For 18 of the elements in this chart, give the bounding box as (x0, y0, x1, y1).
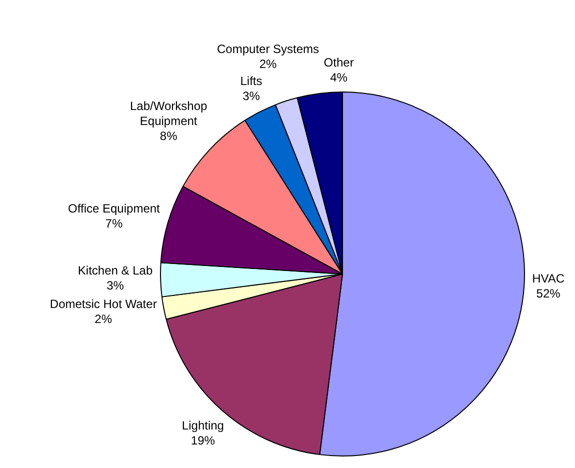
slice-label: HVAC (532, 272, 565, 286)
data-label: 8% (160, 129, 178, 143)
slice-label: Kitchen & Lab (78, 263, 153, 278)
data-label: 52% (536, 286, 561, 301)
slice-label: Lifts (240, 74, 262, 88)
slice-label: Office Equipment (68, 202, 161, 216)
slice-label: Other (324, 55, 354, 70)
data-label: 7% (105, 216, 123, 231)
data-label: 3% (242, 89, 260, 104)
slice-label: Computer Systems (217, 42, 320, 56)
slice-label: Lab/Workshop Equipment (130, 99, 208, 128)
data-label: 4% (330, 70, 348, 84)
data-label: 19% (190, 434, 216, 448)
data-label: 2% (94, 312, 112, 326)
data-label: 2% (259, 56, 278, 71)
slice-label: Dometsic Hot Water (50, 297, 157, 312)
slice-label: Lighting (182, 418, 224, 433)
data-label: 3% (106, 278, 124, 292)
